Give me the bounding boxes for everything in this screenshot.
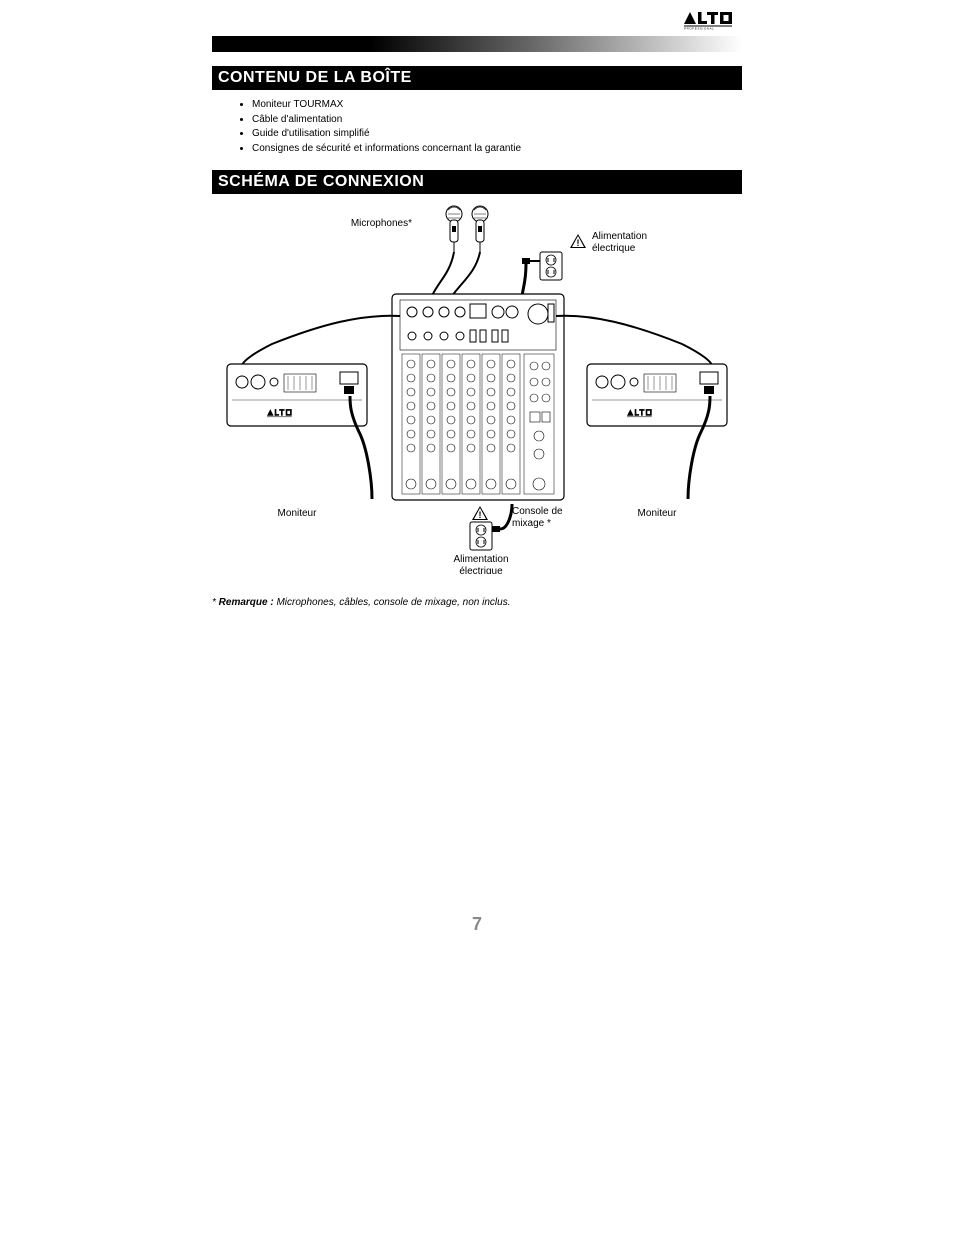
page-number: 7	[0, 914, 954, 935]
list-item: Guide d'utilisation simplifié	[252, 127, 742, 142]
content-column: PROFESSIONAL CONTENU DE LA BOÎTE Moniteu…	[212, 10, 742, 608]
svg-text:!: !	[479, 510, 482, 520]
list-item: Moniteur TOURMAX	[252, 98, 742, 113]
brand-logo-icon: PROFESSIONAL	[684, 10, 738, 30]
mixer-label-line1: Console de	[512, 506, 563, 517]
power-bottom-label-line2: électrique	[459, 566, 503, 574]
power-outlet-icon	[540, 252, 562, 280]
microphone-icon	[472, 206, 488, 252]
list-item: Consignes de sécurité et informations co…	[252, 142, 742, 157]
page: PROFESSIONAL CONTENU DE LA BOÎTE Moniteu…	[0, 0, 954, 1235]
note-rest: Microphones, câbles, console de mixage, …	[274, 597, 511, 608]
mixer-label-line2: mixage *	[512, 518, 551, 529]
footnote: * Remarque : Microphones, câbles, consol…	[212, 597, 742, 608]
microphones-label: Microphones*	[351, 218, 412, 229]
power-top-label-line2: électrique	[592, 243, 636, 254]
brand-sub-text: PROFESSIONAL	[684, 26, 715, 30]
header-gradient-bar	[212, 36, 742, 52]
power-bottom-label-line1: Alimentation	[453, 554, 508, 565]
list-item: Câble d'alimentation	[252, 113, 742, 128]
box-contents-list: Moniteur TOURMAX Câble d'alimentation Gu…	[230, 98, 742, 156]
power-top-label-line1: Alimentation	[592, 231, 647, 242]
monitor-left-icon	[227, 364, 367, 426]
note-bold: Remarque :	[219, 597, 274, 608]
monitor-left-label: Moniteur	[278, 508, 318, 519]
note-prefix: *	[212, 597, 219, 608]
section1-title: CONTENU DE LA BOÎTE	[212, 66, 742, 90]
connection-diagram: Microphones* ! Alimentation é	[212, 204, 742, 579]
mixer-icon	[392, 294, 564, 500]
section2-title: SCHÉMA DE CONNEXION	[212, 170, 742, 194]
warning-icon: !	[472, 506, 488, 520]
power-outlet-icon	[470, 522, 492, 550]
monitor-right-label: Moniteur	[638, 508, 678, 519]
warning-icon: !	[570, 234, 586, 248]
logo-row: PROFESSIONAL	[212, 10, 742, 30]
microphone-icon	[446, 206, 462, 252]
svg-text:!: !	[577, 238, 580, 248]
